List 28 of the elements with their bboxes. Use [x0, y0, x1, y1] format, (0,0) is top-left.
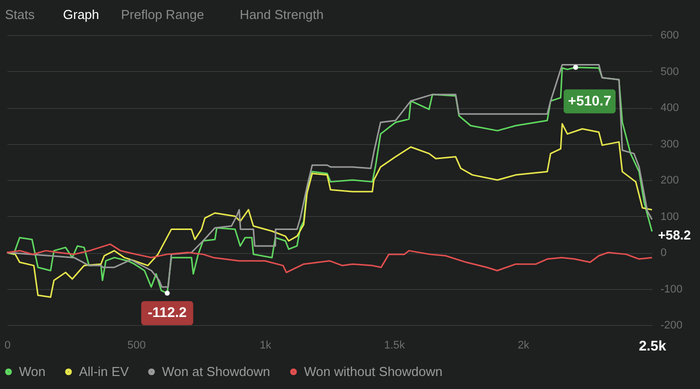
annotation: +510.7 — [568, 92, 612, 108]
text: Hand Strength — [240, 7, 324, 22]
y-tick-label: -100 — [660, 283, 683, 296]
y-tick-label: -200 — [660, 320, 683, 332]
y-tick-label: 200 — [660, 174, 679, 186]
annotation: -112.2 — [148, 304, 187, 320]
x-tick-label: 2k — [518, 340, 530, 352]
line-series — [6, 123, 653, 298]
x-tick-label: 1.5k — [384, 340, 406, 352]
y-tick-label: 500 — [660, 66, 679, 78]
y-tick-label: 0 — [660, 247, 667, 259]
y-tick-label: 400 — [660, 102, 679, 114]
text: Stats — [5, 7, 36, 22]
legend-label: Won at Showdown — [162, 364, 270, 379]
legend-label: Won without Showdown — [304, 364, 443, 379]
y-tick-label: 300 — [660, 138, 679, 150]
x-tick-label: 0 — [4, 340, 11, 352]
text: Graph — [63, 7, 100, 22]
x-tick-label: 2.5k — [638, 338, 666, 354]
annotation: +58.2 — [658, 227, 691, 242]
y-tick-label: 600 — [660, 30, 679, 42]
line-series — [6, 243, 653, 274]
x-tick-label: 1k — [260, 340, 272, 352]
text: Preflop Range — [121, 7, 204, 22]
legend-label: Won — [19, 364, 46, 379]
legend-label: All-in EV — [79, 364, 130, 379]
x-tick-label: 500 — [127, 340, 146, 352]
y-tick-label: 100 — [660, 210, 679, 223]
